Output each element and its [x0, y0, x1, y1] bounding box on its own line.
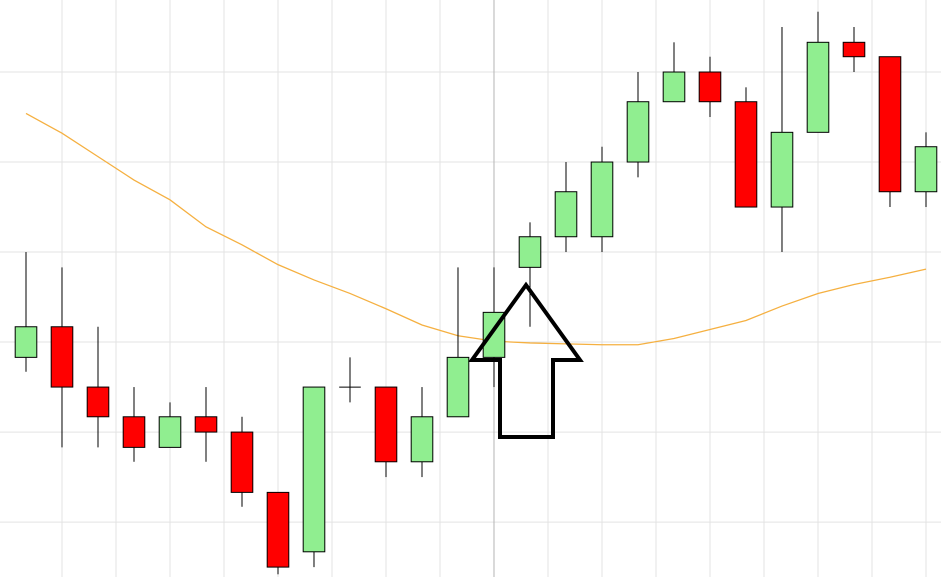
candle-body	[302, 386, 326, 553]
candle-body	[878, 56, 902, 193]
candle-body	[446, 356, 470, 418]
candle-body	[86, 386, 110, 418]
candle-body	[194, 416, 218, 433]
candle-body	[662, 71, 686, 103]
candle-body	[410, 416, 434, 463]
candle-body	[590, 161, 614, 238]
candle-body	[806, 41, 830, 133]
candle-body	[158, 416, 182, 448]
candle-body	[230, 431, 254, 493]
candle-body	[374, 386, 398, 463]
candle-body	[266, 491, 290, 568]
candle-body	[734, 101, 758, 208]
candle-body	[14, 326, 38, 358]
candle-body	[842, 41, 866, 58]
arrow	[468, 281, 584, 439]
candle-body	[518, 236, 542, 268]
up-arrow	[468, 281, 584, 439]
candle-body	[122, 416, 146, 448]
moving-average	[25, 112, 927, 346]
candle-body	[626, 101, 650, 163]
candle-body	[554, 191, 578, 238]
moving-average-layer	[25, 112, 927, 346]
candle-body	[698, 71, 722, 103]
candles	[14, 11, 938, 575]
candle-body	[50, 326, 74, 388]
candle-body	[914, 146, 938, 193]
candle-body	[770, 131, 794, 208]
